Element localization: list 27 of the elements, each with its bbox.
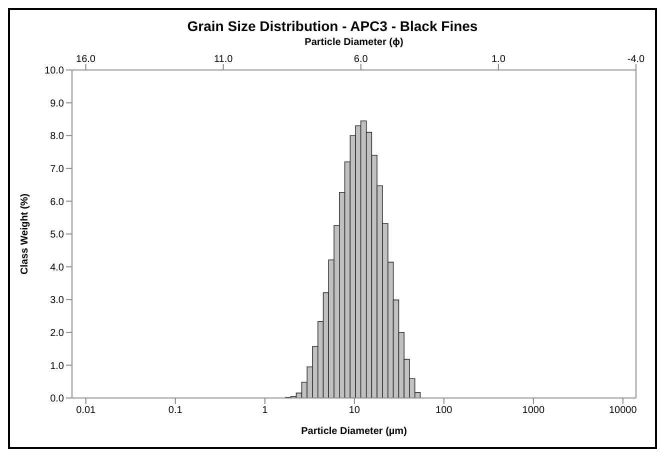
x-tick-label: 10 <box>348 405 360 416</box>
y-tick-label: 7.0 <box>50 164 64 175</box>
x-axis-title: Particle Diameter (µm) <box>301 426 407 437</box>
x2-tick-label: 6.0 <box>354 54 368 65</box>
y-tick-label: 5.0 <box>50 230 64 241</box>
y-tick-label: 9.0 <box>50 98 64 110</box>
chart-title: Grain Size Distribution - APC3 - Black Fines <box>186 18 479 34</box>
x-tick-label: 0.01 <box>76 405 96 416</box>
x2-tick-label: 1.0 <box>491 54 506 65</box>
y-tick-label: 10.0 <box>44 66 64 77</box>
x2-tick-label: 16.0 <box>76 54 96 65</box>
y-tick-label: 4.0 <box>50 262 64 274</box>
x-tick-label: 100 <box>436 405 453 416</box>
x-tick-label: 10000 <box>609 405 638 416</box>
y-tick-label: 1.0 <box>50 360 64 372</box>
x-tick-label: 1000 <box>522 405 545 416</box>
y-tick-label: 0.0 <box>50 394 64 405</box>
y-axis-title: Class Weight (%) <box>20 194 31 274</box>
y-tick-label: 6.0 <box>50 196 64 208</box>
y-tick-label: 3.0 <box>50 295 64 306</box>
x2-tick-label: -4.0 <box>627 54 646 65</box>
y-tick-label: 2.0 <box>50 328 64 339</box>
x-tick-label: 0.1 <box>168 405 183 416</box>
y-tick-label: 8.0 <box>50 131 64 142</box>
x2-axis-title: Particle Diameter (ϕ) <box>304 37 404 48</box>
x-tick-label: 1 <box>262 405 268 416</box>
x2-tick-label: 11.0 <box>214 54 234 65</box>
